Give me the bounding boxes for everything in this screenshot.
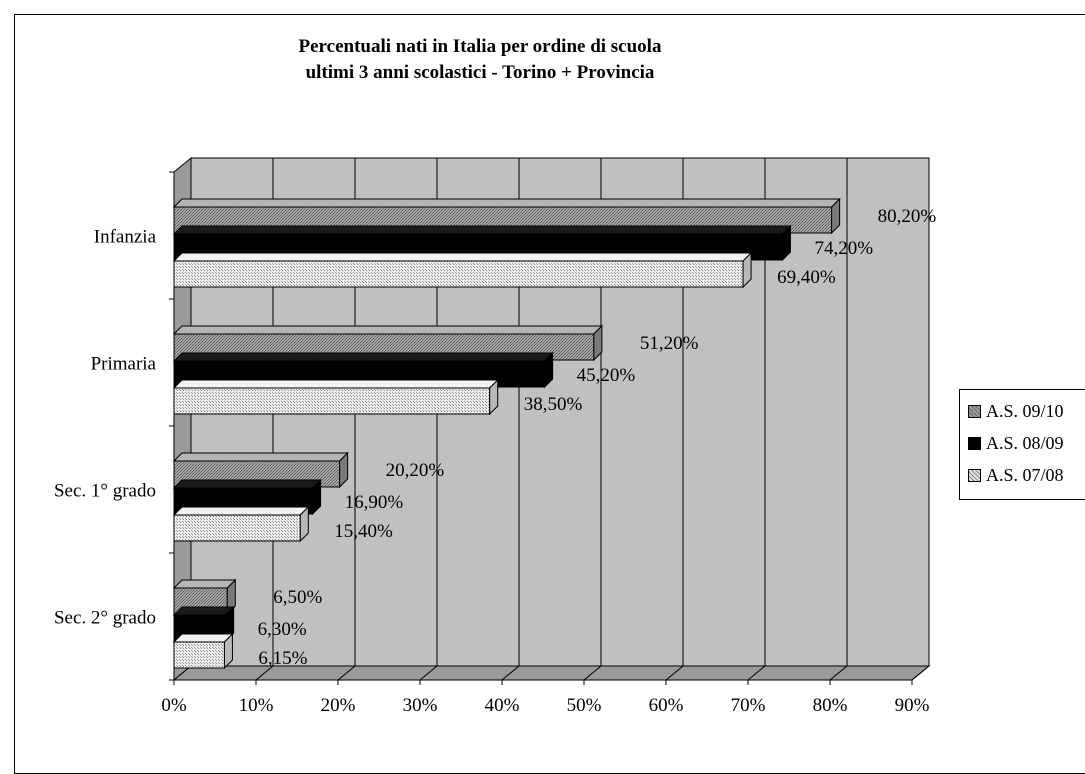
chart-title-line-1: Percentuali nati in Italia per ordine di… — [298, 36, 662, 57]
data-label-infanzia-a-s-09-10: 80,20% — [878, 206, 937, 227]
floor-gridline-70 — [747, 665, 766, 681]
data-label-infanzia-a-s-08-09: 74,20% — [814, 238, 873, 259]
bar-sec-1-grado-a-s-08-09-side — [312, 478, 322, 516]
bar-primaria-a-s-08-09-side — [544, 351, 554, 389]
x-tick-label-20: 20% — [321, 695, 356, 716]
bar-sec-2-grado-a-s-09-10-top — [172, 579, 237, 589]
bar-sec-2-grado-a-s-07-08-top — [172, 633, 234, 643]
chart-legend: A.S. 09/10 A.S. 08/09 A.S. 07/08 — [959, 389, 1085, 500]
data-label-sec-1-grado-a-s-08-09: 16,90% — [345, 492, 404, 513]
x-tick-label-50: 50% — [567, 695, 602, 716]
bar-sec-1-grado-a-s-09-10-side — [339, 451, 349, 489]
bar-primaria-a-s-09-10-side — [593, 324, 603, 362]
bar-sec-2-grado-a-s-08-09-side — [225, 605, 235, 643]
data-label-sec-2-grado-a-s-09-10: 6,50% — [273, 587, 322, 608]
data-label-primaria-a-s-09-10: 51,20% — [640, 333, 699, 354]
category-label-primaria: Primaria — [91, 354, 157, 375]
bar-sec-1-grado-a-s-07-08-side — [299, 505, 309, 543]
bar-sec-1-grado-a-s-07-08 — [173, 514, 301, 542]
category-label-sec-1-grado: Sec. 1° grado — [54, 481, 156, 502]
legend-item-as-09-10: A.S. 09/10 — [968, 400, 1064, 422]
legend-swatch-as-07-08 — [968, 469, 981, 482]
category-label-sec-2-grado: Sec. 2° grado — [54, 608, 156, 629]
x-tick-label-80: 80% — [813, 695, 848, 716]
x-tick-label-0: 0% — [161, 695, 187, 716]
bar-sec-2-grado-a-s-09-10-side — [226, 578, 236, 616]
bar-primaria-a-s-07-08-side — [489, 378, 499, 416]
floor-gridline-90 — [911, 665, 930, 681]
data-label-primaria-a-s-07-08: 38,50% — [524, 394, 583, 415]
floor-gridline-30 — [419, 665, 438, 681]
bar-infanzia-a-s-07-08 — [173, 260, 744, 288]
bar-sec-2-grado-a-s-07-08 — [173, 641, 225, 669]
bar-primaria-a-s-07-08 — [173, 387, 491, 415]
legend-item-as-07-08: A.S. 07/08 — [968, 464, 1064, 486]
data-label-sec-2-grado-a-s-08-09: 6,30% — [258, 619, 307, 640]
chart-title-line-2: ultimi 3 anni scolastici - Torino + Prov… — [305, 62, 655, 83]
bar-sec-2-grado-a-s-08-09-top — [172, 606, 235, 616]
legend-swatch-as-08-09 — [968, 437, 981, 450]
data-label-primaria-a-s-08-09: 45,20% — [577, 365, 636, 386]
legend-label-as-08-09: A.S. 08/09 — [986, 433, 1064, 453]
bar-infanzia-a-s-08-09-side — [781, 224, 791, 262]
legend-label-as-07-08: A.S. 07/08 — [986, 465, 1064, 485]
floor-gridline-10 — [255, 665, 274, 681]
data-label-sec-1-grado-a-s-09-10: 20,20% — [386, 460, 445, 481]
data-label-sec-1-grado-a-s-07-08: 15,40% — [334, 521, 393, 542]
floor-gridline-40 — [501, 665, 520, 681]
bar-infanzia-a-s-09-10-top — [172, 198, 841, 208]
floor-gridline-60 — [665, 665, 684, 681]
chart-title: Percentuali nati in Italia per ordine di… — [200, 34, 760, 86]
bar-sec-1-grado-a-s-09-10-top — [172, 452, 349, 462]
floor-gridline-50 — [583, 665, 602, 681]
legend-swatch-as-09-10 — [968, 405, 981, 418]
bar-infanzia-a-s-09-10-side — [831, 197, 841, 235]
bar-primaria-a-s-09-10-top — [172, 325, 604, 335]
x-tick-label-30: 30% — [403, 695, 438, 716]
floor-gridline-20 — [337, 665, 356, 681]
bar-primaria-a-s-07-08-top — [172, 379, 499, 389]
category-label-infanzia: Infanzia — [94, 227, 157, 248]
x-tick-label-70: 70% — [731, 695, 766, 716]
legend-label-as-09-10: A.S. 09/10 — [986, 401, 1064, 421]
bar-infanzia-a-s-08-09-top — [172, 225, 792, 235]
data-label-infanzia-a-s-07-08: 69,40% — [777, 267, 836, 288]
bar-infanzia-a-s-07-08-side — [742, 251, 752, 289]
x-tick-label-40: 40% — [485, 695, 520, 716]
bar-sec-1-grado-a-s-08-09-top — [172, 479, 322, 489]
x-tick-label-10: 10% — [239, 695, 274, 716]
data-label-sec-2-grado-a-s-07-08: 6,15% — [258, 648, 307, 669]
bar-sec-2-grado-a-s-07-08-side — [223, 632, 233, 670]
x-tick-label-90: 90% — [895, 695, 930, 716]
bar-infanzia-a-s-07-08-top — [172, 252, 753, 262]
floor-gridline-80 — [829, 665, 848, 681]
bar-primaria-a-s-08-09-top — [172, 352, 554, 362]
legend-item-as-08-09: A.S. 08/09 — [968, 432, 1064, 454]
bar-sec-1-grado-a-s-07-08-top — [172, 506, 310, 516]
x-tick-label-60: 60% — [649, 695, 684, 716]
